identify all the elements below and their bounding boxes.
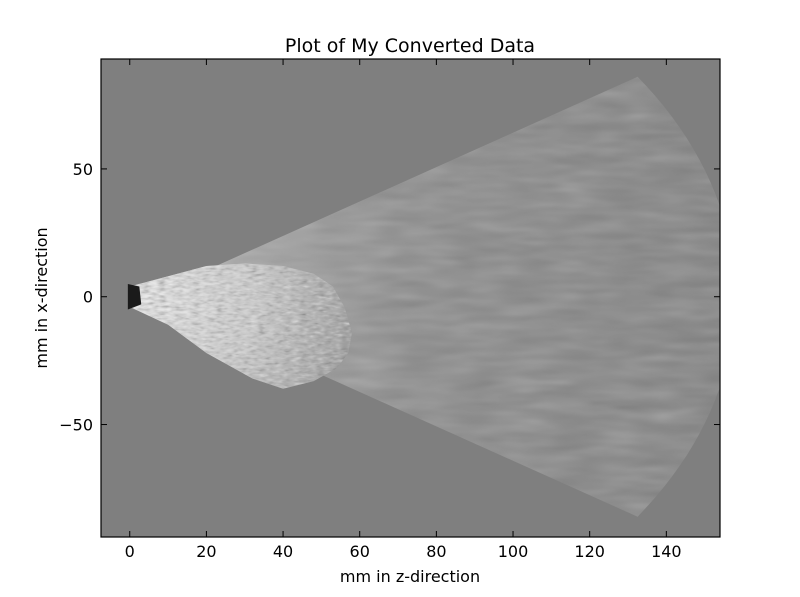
y-tick-label: 50 (73, 160, 93, 179)
x-tick-label: 80 (426, 542, 446, 561)
x-tick-label: 0 (125, 542, 135, 561)
y-axis-label: mm in x-direction (32, 227, 51, 368)
x-tick-label: 20 (196, 542, 216, 561)
chart-title: Plot of My Converted Data (285, 35, 535, 57)
x-tick-label: 140 (651, 542, 682, 561)
x-axis-label: mm in z-direction (340, 567, 480, 586)
x-tick-label: 100 (498, 542, 529, 561)
lobe-speckle (129, 263, 352, 389)
y-tick-label: 0 (83, 288, 93, 307)
axes-frame (100, 58, 721, 538)
tick-layer: 0 20 40 60 80 100 120 140 50 0 −50 (59, 59, 720, 561)
apex-dark-mark (127, 283, 142, 310)
x-tick-label: 40 (273, 542, 293, 561)
x-tick-label: 120 (574, 542, 605, 561)
sector-streaks (129, 76, 720, 517)
image-layer (127, 76, 720, 517)
y-tick-label: −50 (59, 416, 93, 435)
x-tick-label: 60 (350, 542, 370, 561)
